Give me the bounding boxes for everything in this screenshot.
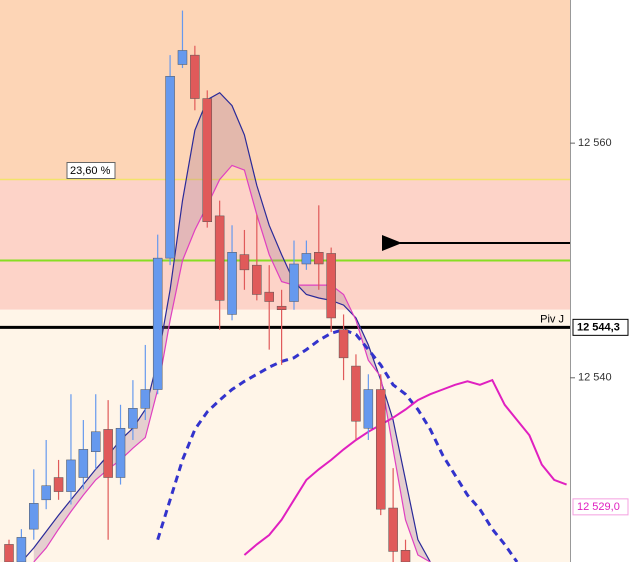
y-tick-label: 12 540	[578, 372, 612, 384]
candle-body	[375, 389, 386, 510]
y-tick-label: 12 560	[578, 137, 612, 149]
candle-body	[214, 215, 225, 301]
candle-body	[301, 253, 312, 265]
candle-body	[227, 252, 237, 315]
level-label: Piv J	[540, 313, 564, 325]
price-label: 12 529,0	[577, 501, 620, 513]
price-label-box	[572, 498, 629, 516]
lines	[20, 91, 567, 562]
candle-body	[53, 477, 64, 492]
candle-body	[66, 459, 76, 492]
indicator-line	[243, 378, 567, 556]
candle-body	[314, 252, 324, 265]
candle-body	[351, 365, 361, 422]
candle-body	[264, 291, 274, 302]
candle-body	[252, 264, 262, 295]
candle-body	[289, 263, 299, 302]
candle-body	[177, 50, 188, 65]
indicator-line	[156, 328, 519, 562]
band-fill	[33, 92, 431, 562]
candle-body	[41, 485, 51, 501]
zone	[0, 309, 570, 562]
zone	[0, 179, 570, 310]
candle-body	[388, 507, 398, 552]
candle-body	[103, 429, 113, 478]
candle-body	[152, 257, 163, 390]
candle-body	[90, 431, 101, 452]
candle-body	[115, 427, 126, 478]
candle-body	[276, 305, 287, 310]
candle-body	[363, 389, 374, 429]
candle-body	[190, 54, 200, 99]
candle-body	[78, 449, 89, 478]
candle-body	[29, 503, 39, 530]
candle-body	[140, 389, 151, 409]
candle-body	[338, 329, 349, 359]
candle-body	[202, 98, 213, 222]
axis: 12 540 12 560 12 544,3 12 529,0	[570, 137, 629, 516]
band	[33, 92, 431, 562]
candle-body	[239, 254, 250, 271]
zone	[0, 0, 570, 180]
candle-body	[16, 537, 27, 562]
axis-panel	[570, 0, 630, 562]
candle-body	[400, 550, 411, 562]
indicator-line	[20, 91, 431, 562]
price-label: 12 544,3	[577, 321, 620, 333]
candle-body	[128, 408, 138, 429]
level-label-box	[66, 162, 116, 180]
candle-body	[165, 76, 175, 259]
candle-body	[326, 253, 336, 319]
level-label: 23,60 %	[70, 165, 111, 177]
price-label-box	[572, 318, 629, 336]
candle-body	[4, 544, 14, 562]
candles	[4, 10, 411, 562]
levels: 23,60 % Piv J	[0, 162, 570, 329]
